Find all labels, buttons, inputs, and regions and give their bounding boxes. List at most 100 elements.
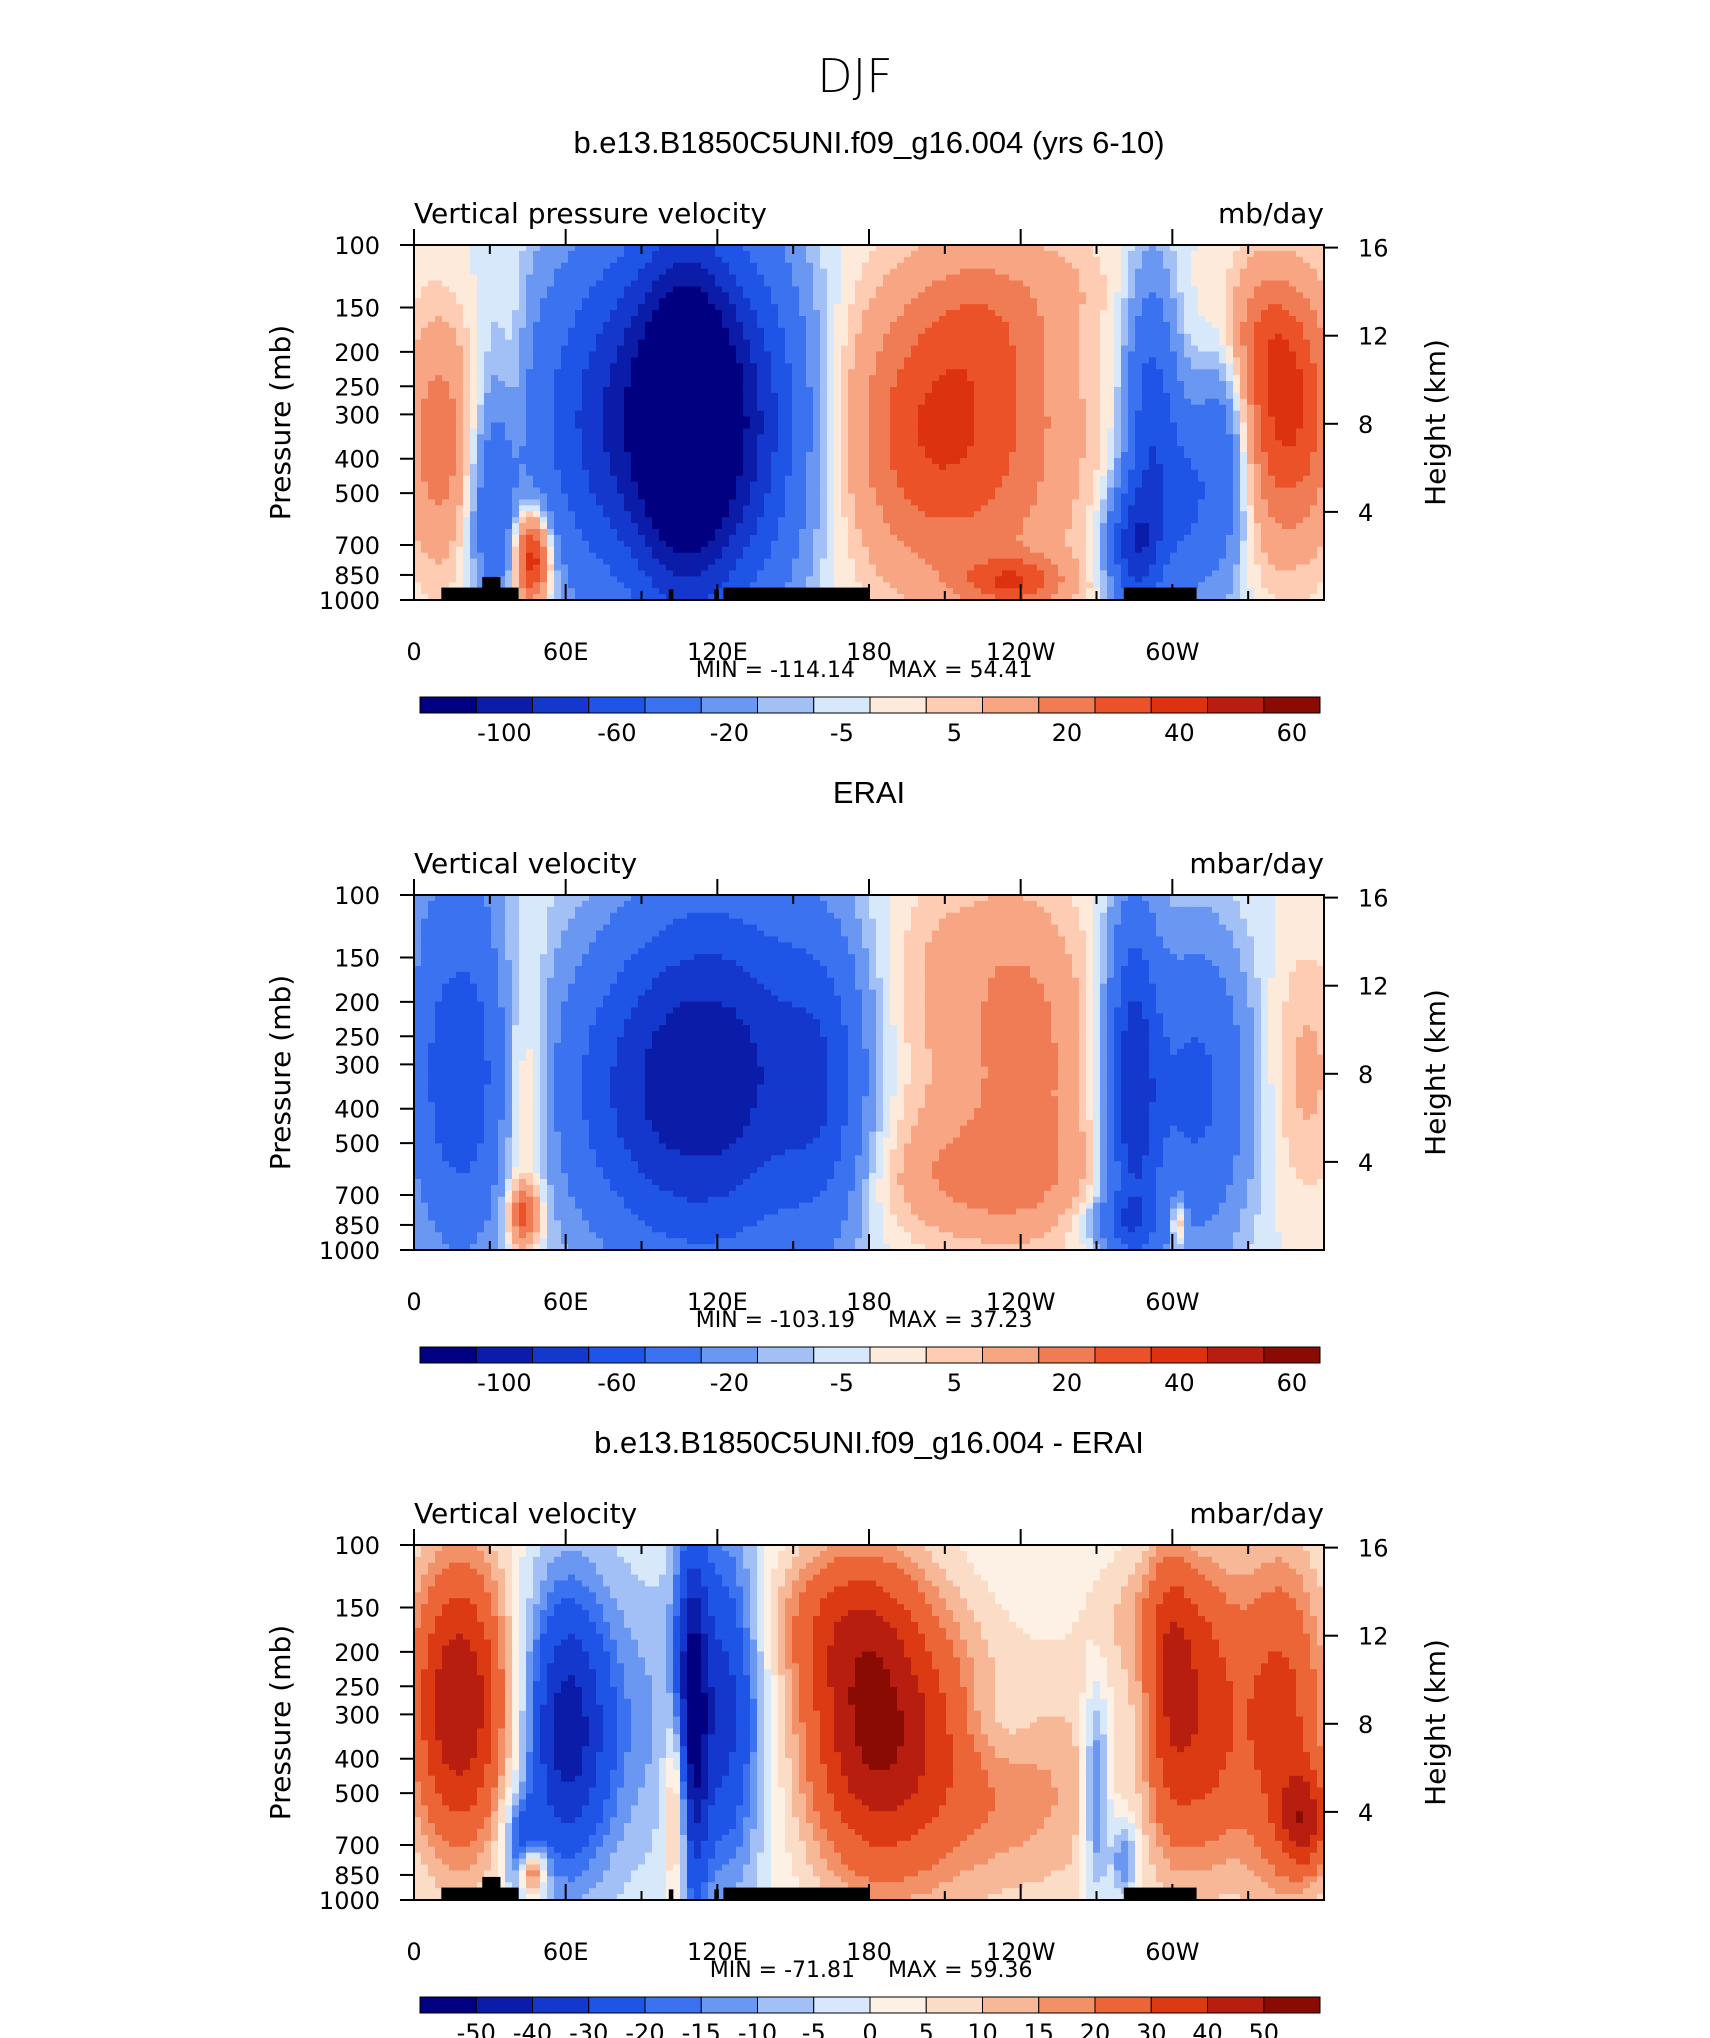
heatmap-cell <box>449 458 457 465</box>
heatmap-cell <box>722 381 730 388</box>
heatmap-cell <box>1030 310 1038 317</box>
heatmap-cell <box>442 286 450 293</box>
heatmap-cell <box>890 405 898 412</box>
heatmap-cell <box>897 417 905 424</box>
heatmap-cell <box>624 292 632 299</box>
heatmap-cell <box>624 387 632 394</box>
heatmap-cell <box>575 298 583 305</box>
heatmap-cell <box>708 399 716 406</box>
heatmap-cell <box>1296 310 1304 317</box>
heatmap-cell <box>519 375 527 382</box>
heatmap-cell <box>680 458 688 465</box>
heatmap-cell <box>778 381 786 388</box>
heatmap-cell <box>981 251 989 258</box>
heatmap-cell <box>1128 423 1136 430</box>
heatmap-cell <box>554 334 562 341</box>
heatmap-cell <box>1009 381 1017 388</box>
heatmap-cell <box>1093 310 1101 317</box>
heatmap-cell <box>988 369 996 376</box>
heatmap-cell <box>834 352 842 359</box>
heatmap-cell <box>1037 423 1045 430</box>
heatmap-cell <box>1282 405 1290 412</box>
heatmap-cell <box>869 340 877 347</box>
heatmap-cell <box>827 423 835 430</box>
heatmap-cell <box>1184 275 1192 282</box>
heatmap-cell <box>771 411 779 418</box>
heatmap-cell <box>848 352 856 359</box>
heatmap-cell <box>813 281 821 288</box>
heatmap-cell <box>904 316 912 323</box>
heatmap-cell <box>442 440 450 447</box>
heatmap-cell <box>1107 304 1115 311</box>
heatmap-cell <box>547 452 555 459</box>
heatmap-cell <box>1226 257 1234 264</box>
heatmap-cell <box>1037 381 1045 388</box>
heatmap-cell <box>1051 263 1059 270</box>
heatmap-cell <box>1072 251 1080 258</box>
heatmap-cell <box>1044 428 1052 435</box>
heatmap-cell <box>862 428 870 435</box>
heatmap-cell <box>603 381 611 388</box>
heatmap-cell <box>981 363 989 370</box>
heatmap-cell <box>680 399 688 406</box>
heatmap-cell <box>491 340 499 347</box>
heatmap-cell <box>1240 393 1248 400</box>
heatmap-cell <box>575 434 583 441</box>
heatmap-cell <box>869 275 877 282</box>
heatmap-cell <box>1002 387 1010 394</box>
heatmap-cell <box>1121 369 1129 376</box>
heatmap-cell <box>610 346 618 353</box>
heatmap-cell <box>582 357 590 364</box>
heatmap-cell <box>694 440 702 447</box>
heatmap-cell <box>561 269 569 276</box>
heatmap-cell <box>918 352 926 359</box>
heatmap-cell <box>547 257 555 264</box>
heatmap-cell <box>498 298 506 305</box>
heatmap-cell <box>729 269 737 276</box>
heatmap-cell <box>1233 440 1241 447</box>
heatmap-cell <box>925 304 933 311</box>
heatmap-cell <box>876 434 884 441</box>
heatmap-cell <box>498 434 506 441</box>
heatmap-cell <box>1261 298 1269 305</box>
heatmap-cell <box>876 440 884 447</box>
heatmap-cell <box>680 269 688 276</box>
heatmap-cell <box>694 304 702 311</box>
heatmap-cell <box>589 286 597 293</box>
heatmap-cell <box>603 434 611 441</box>
heatmap-cell <box>799 352 807 359</box>
heatmap-cell <box>743 411 751 418</box>
heatmap-cell <box>1268 322 1276 329</box>
heatmap-cell <box>680 298 688 305</box>
heatmap-cell <box>1191 334 1199 341</box>
heatmap-cell <box>582 328 590 335</box>
heatmap-cell <box>687 393 695 400</box>
heatmap-cell <box>1079 464 1087 471</box>
heatmap-cell <box>764 458 772 465</box>
heatmap-cell <box>1093 281 1101 288</box>
heatmap-cell <box>799 275 807 282</box>
heatmap-cell <box>1058 399 1066 406</box>
heatmap-cell <box>659 405 667 412</box>
heatmap-cell <box>799 428 807 435</box>
heatmap-cell <box>869 281 877 288</box>
heatmap-cell <box>925 357 933 364</box>
heatmap-cell <box>470 281 478 288</box>
heatmap-cell <box>1051 458 1059 465</box>
heatmap-cell <box>939 387 947 394</box>
heatmap-cell <box>666 316 674 323</box>
heatmap-cell <box>1177 269 1185 276</box>
heatmap-cell <box>918 322 926 329</box>
heatmap-cell <box>939 357 947 364</box>
heatmap-cell <box>575 428 583 435</box>
heatmap-cell <box>575 470 583 477</box>
heatmap-cell <box>575 292 583 299</box>
heatmap-cell <box>890 369 898 376</box>
heatmap-cell <box>1275 316 1283 323</box>
heatmap-cell <box>638 375 646 382</box>
heatmap-cell <box>603 251 611 258</box>
heatmap-cell <box>631 399 639 406</box>
heatmap-cell <box>799 334 807 341</box>
heatmap-cell <box>1093 316 1101 323</box>
heatmap-cell <box>1240 281 1248 288</box>
